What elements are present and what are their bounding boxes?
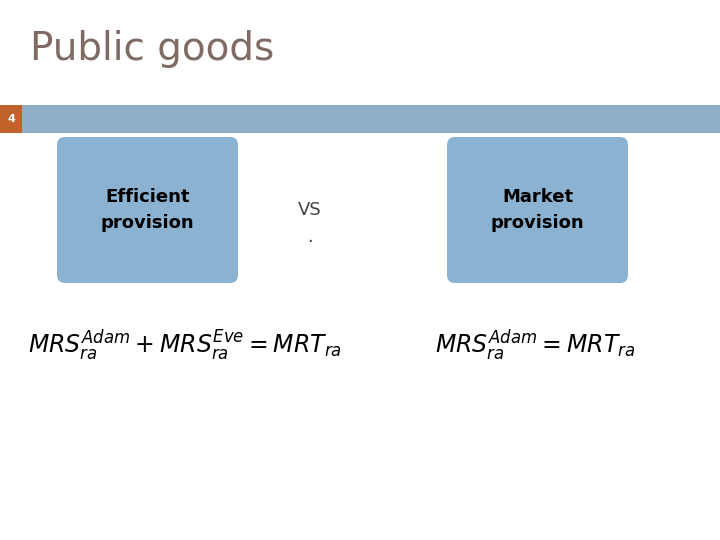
Text: Public goods: Public goods xyxy=(30,30,274,68)
Text: 4: 4 xyxy=(7,114,15,124)
FancyBboxPatch shape xyxy=(447,137,628,283)
Text: Market
provision: Market provision xyxy=(491,188,585,232)
Bar xyxy=(0,105,720,133)
Bar xyxy=(0,105,22,133)
Text: $MRS_{ra}^{Adam} + MRS_{ra}^{Eve} = MRT_{ra}$: $MRS_{ra}^{Adam} + MRS_{ra}^{Eve} = MRT_… xyxy=(28,327,342,363)
Text: VS: VS xyxy=(298,201,322,219)
Text: $MRS_{ra}^{Adam} = MRT_{ra}$: $MRS_{ra}^{Adam} = MRT_{ra}$ xyxy=(435,327,635,363)
Text: Efficient
provision: Efficient provision xyxy=(101,188,194,232)
Text: .: . xyxy=(307,228,313,246)
FancyBboxPatch shape xyxy=(57,137,238,283)
